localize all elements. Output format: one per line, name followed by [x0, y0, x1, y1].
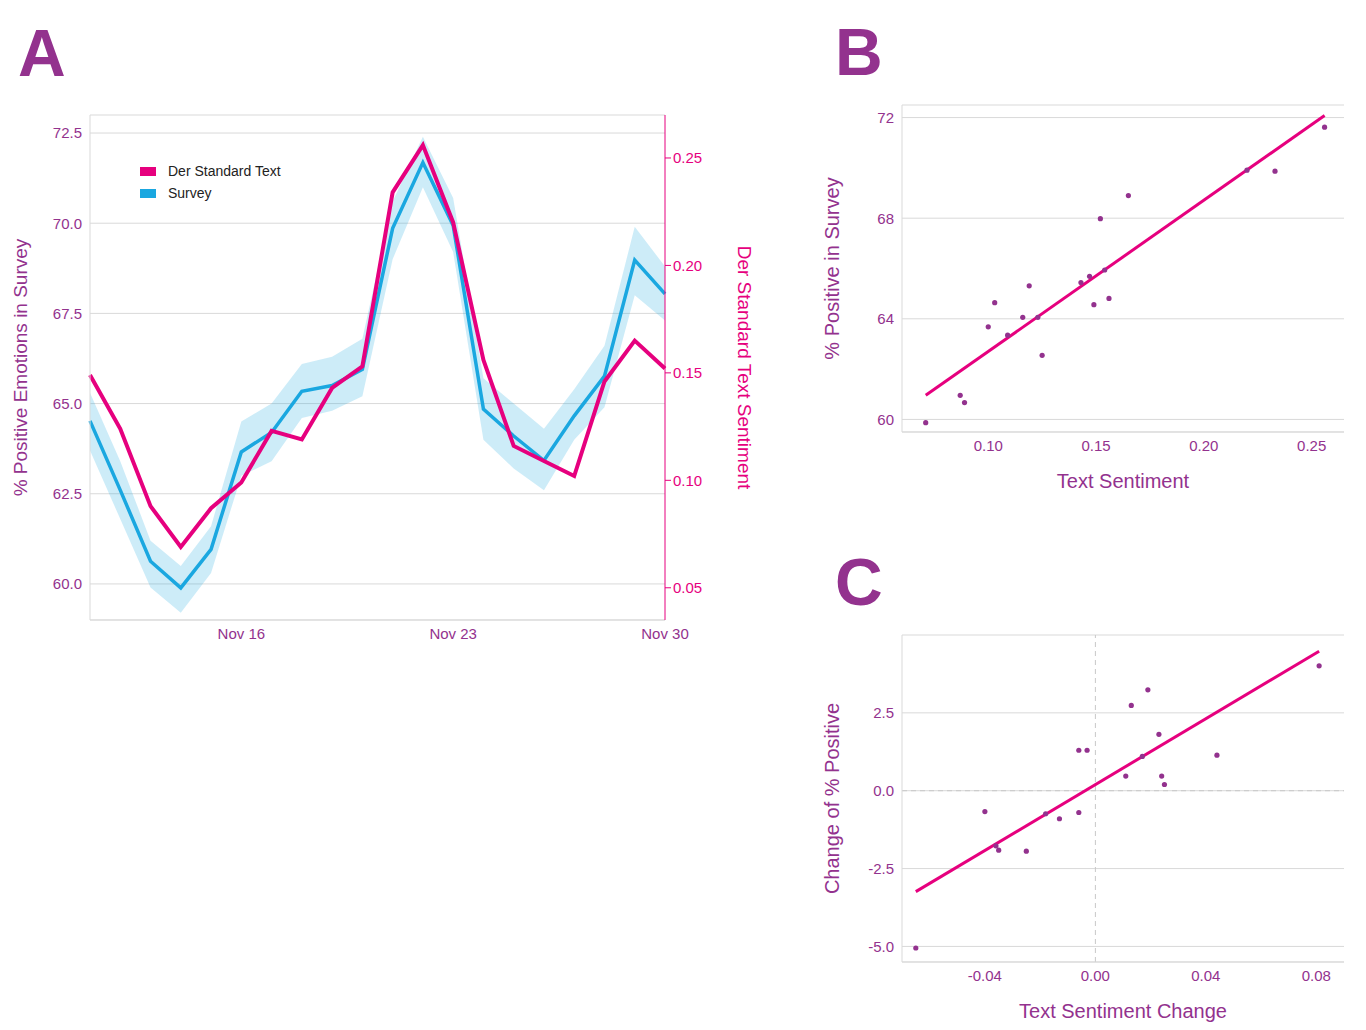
svg-text:-2.5: -2.5: [868, 860, 894, 877]
svg-text:0.00: 0.00: [1081, 967, 1110, 984]
html-text:B: B: [835, 15, 883, 89]
svg-text:Text Sentiment: Text Sentiment: [1057, 470, 1190, 492]
svg-text:Change of % Positive: Change of % Positive: [822, 703, 843, 894]
svg-text:62.5: 62.5: [53, 485, 82, 502]
svg-text:0.25: 0.25: [1297, 437, 1326, 454]
svg-text:Nov 16: Nov 16: [218, 625, 266, 642]
svg-text:0.05: 0.05: [673, 579, 702, 596]
svg-text:72.5: 72.5: [53, 124, 82, 141]
svg-text:0.10: 0.10: [673, 472, 702, 489]
svg-text:0.15: 0.15: [1081, 437, 1110, 454]
svg-text:% Positive Emotions in Survey: % Positive Emotions in Survey: [10, 238, 31, 496]
svg-text:0.20: 0.20: [673, 257, 702, 274]
html-text:Der Standard Text: Der Standard Text: [168, 163, 281, 179]
svg-text:0.20: 0.20: [1189, 437, 1218, 454]
html-text:C: C: [835, 545, 883, 619]
html-text:Survey: Survey: [168, 185, 212, 201]
svg-text:2.5: 2.5: [873, 704, 894, 721]
svg-text:72: 72: [877, 109, 894, 126]
svg-text:0.25: 0.25: [673, 149, 702, 166]
svg-text:Text Sentiment Change: Text Sentiment Change: [1019, 1000, 1227, 1022]
svg-text:0.10: 0.10: [974, 437, 1003, 454]
svg-text:% Positive in Survey: % Positive in Survey: [822, 177, 843, 359]
html-text:A: A: [18, 16, 66, 90]
svg-text:64: 64: [877, 310, 894, 327]
svg-text:67.5: 67.5: [53, 305, 82, 322]
svg-text:65.0: 65.0: [53, 395, 82, 412]
svg-text:60: 60: [877, 411, 894, 428]
svg-text:0.0: 0.0: [873, 782, 894, 799]
svg-text:0.08: 0.08: [1302, 967, 1331, 984]
svg-text:Nov 23: Nov 23: [429, 625, 477, 642]
svg-text:-0.04: -0.04: [968, 967, 1002, 984]
svg-text:Nov 30: Nov 30: [641, 625, 689, 642]
svg-text:0.15: 0.15: [673, 364, 702, 381]
svg-text:0.04: 0.04: [1191, 967, 1220, 984]
svg-text:70.0: 70.0: [53, 215, 82, 232]
svg-text:Der Standard Text Sentiment: Der Standard Text Sentiment: [734, 246, 755, 490]
svg-text:68: 68: [877, 210, 894, 227]
svg-text:60.0: 60.0: [53, 575, 82, 592]
svg-text:-5.0: -5.0: [868, 938, 894, 955]
